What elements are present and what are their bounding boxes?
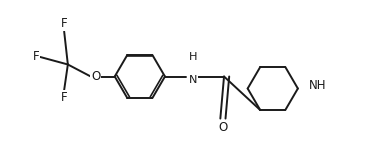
- Text: NH: NH: [309, 79, 327, 92]
- Text: F: F: [61, 91, 67, 104]
- Text: O: O: [218, 121, 228, 134]
- Text: F: F: [61, 17, 67, 30]
- Text: H: H: [188, 52, 197, 62]
- Text: N: N: [189, 75, 197, 84]
- Text: O: O: [91, 70, 100, 83]
- Text: F: F: [32, 50, 39, 63]
